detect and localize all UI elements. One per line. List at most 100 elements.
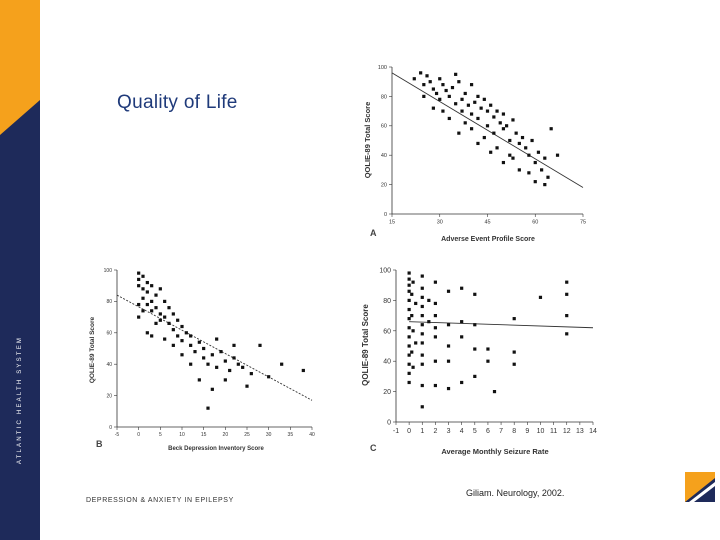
data-point [546,175,550,179]
data-point [241,365,245,369]
data-point [407,317,411,321]
x-tick-label: 8 [512,428,516,435]
accent-wedge [0,0,40,135]
data-point [407,371,411,375]
y-tick-label: 80 [106,299,112,305]
data-point [450,85,455,90]
data-point [433,280,437,284]
y-tick-label: 20 [383,389,391,396]
data-point [301,368,305,373]
data-point [427,320,431,324]
data-point [158,287,162,291]
data-point [433,314,437,318]
data-point [460,380,464,385]
data-point [433,301,437,306]
data-point [486,359,490,363]
sidebar-band: ATLANTIC HEALTH SYSTEM [0,0,40,540]
data-point [457,80,461,84]
data-point [412,77,416,81]
data-point [489,150,493,154]
data-point [514,131,518,135]
x-tick-label: 30 [437,220,443,226]
x-tick-label: 3 [447,428,451,435]
data-point [508,153,512,157]
data-point [485,109,490,113]
data-point [420,383,424,388]
data-point [420,314,424,318]
data-point [527,153,531,157]
data-point [407,380,411,385]
data-point [420,341,424,345]
data-point [512,317,516,321]
data-point [180,324,184,329]
fit-line [116,294,313,401]
data-point [150,284,154,288]
data-point [150,334,154,338]
data-point [463,121,467,125]
data-point [517,168,521,172]
data-point [202,356,206,360]
data-point [407,283,411,287]
data-point [410,314,414,318]
data-point [420,405,424,409]
data-point [167,306,171,310]
data-point [498,121,502,125]
data-point [407,362,411,366]
data-point [433,359,437,363]
data-point [530,138,534,143]
data-point [150,299,154,303]
data-point [434,91,439,96]
data-point [479,106,483,110]
y-tick-label: 100 [378,65,387,71]
data-point [206,362,210,366]
footer-topic: DEPRESSION & ANXIETY IN EPILEPSY [86,497,234,504]
x-tick-label: 75 [580,220,586,226]
data-point [407,335,411,339]
data-point [446,386,451,391]
data-point [433,326,437,330]
data-point [171,312,175,316]
data-point [447,94,451,98]
data-point [460,335,464,339]
data-point [476,94,480,98]
data-point [460,97,464,101]
data-point [141,274,145,278]
x-tick-label: 9 [525,428,529,435]
data-point [197,340,201,344]
data-point [501,160,506,165]
data-point [508,138,512,143]
data-point [137,315,141,319]
x-axis-label: Beck Depression Inventory Score [168,446,264,452]
data-point [469,127,474,131]
data-point [422,94,426,98]
data-point [414,341,418,345]
data-point [466,103,470,107]
data-point [533,160,537,165]
data-point [543,156,547,160]
y-tick-label: 0 [109,425,112,431]
y-tick-label: 60 [383,328,391,335]
data-point [236,362,240,366]
x-tick-label: 10 [179,432,185,438]
y-tick-label: 0 [387,419,391,426]
data-point [533,180,537,184]
data-point [420,353,424,357]
data-point [565,292,569,296]
data-point [258,343,262,347]
data-point [428,80,432,84]
data-point [473,347,477,351]
x-tick-label: 14 [589,428,597,435]
data-point [180,339,184,343]
data-point [441,83,445,87]
data-point [447,116,451,121]
fit-line [409,321,594,329]
data-point [520,135,525,140]
data-point [219,350,223,354]
x-tick-label: 11 [550,428,557,435]
data-point [407,344,411,348]
data-point [171,328,175,332]
data-point [249,372,253,376]
data-point [141,287,145,291]
x-tick-label: 4 [460,428,464,435]
data-point [420,323,424,327]
